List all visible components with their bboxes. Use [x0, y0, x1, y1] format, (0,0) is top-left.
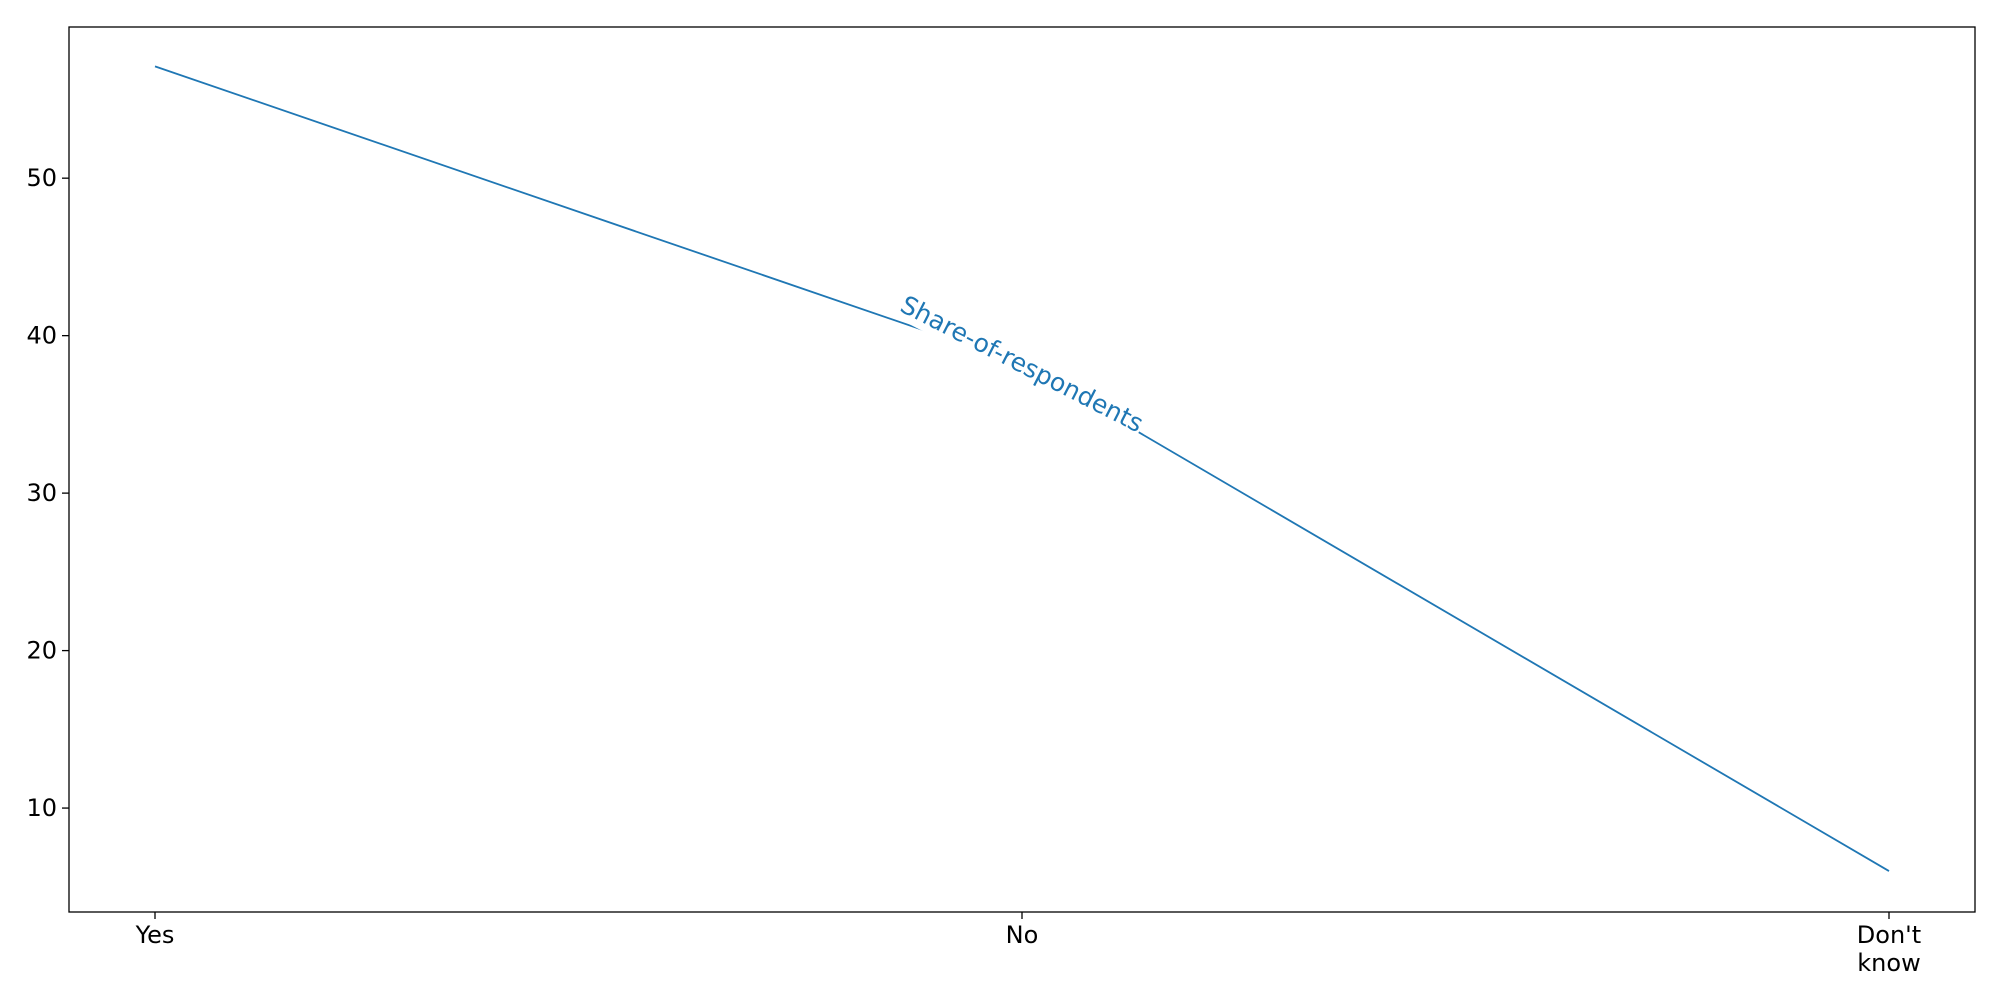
y-tick-label: 10 — [26, 794, 57, 822]
x-tick-label: Don't know — [1857, 921, 1921, 977]
x-tick-label: No — [1006, 921, 1039, 949]
y-tick-label: 30 — [26, 479, 57, 507]
y-axis: 10 20 30 40 50 — [26, 164, 69, 822]
plot-frame — [68, 26, 1976, 913]
series-label: Share-of-respondents — [896, 290, 1148, 438]
series-line — [154, 65, 1890, 872]
y-tick-label: 40 — [26, 322, 57, 350]
x-tick-label-line: Don't — [1857, 921, 1921, 949]
y-tick-label: 50 — [26, 164, 57, 192]
series-layer: Share-of-respondents — [154, 65, 1890, 872]
x-axis: Yes No Don't know — [135, 912, 1921, 977]
x-tick-label-line: know — [1857, 949, 1920, 977]
x-tick-label-line: Yes — [135, 921, 175, 949]
y-tick-label: 20 — [26, 637, 57, 665]
x-tick-label: Yes — [135, 921, 175, 949]
series-label-gap — [894, 288, 1150, 440]
x-tick-label-line: No — [1006, 921, 1039, 949]
